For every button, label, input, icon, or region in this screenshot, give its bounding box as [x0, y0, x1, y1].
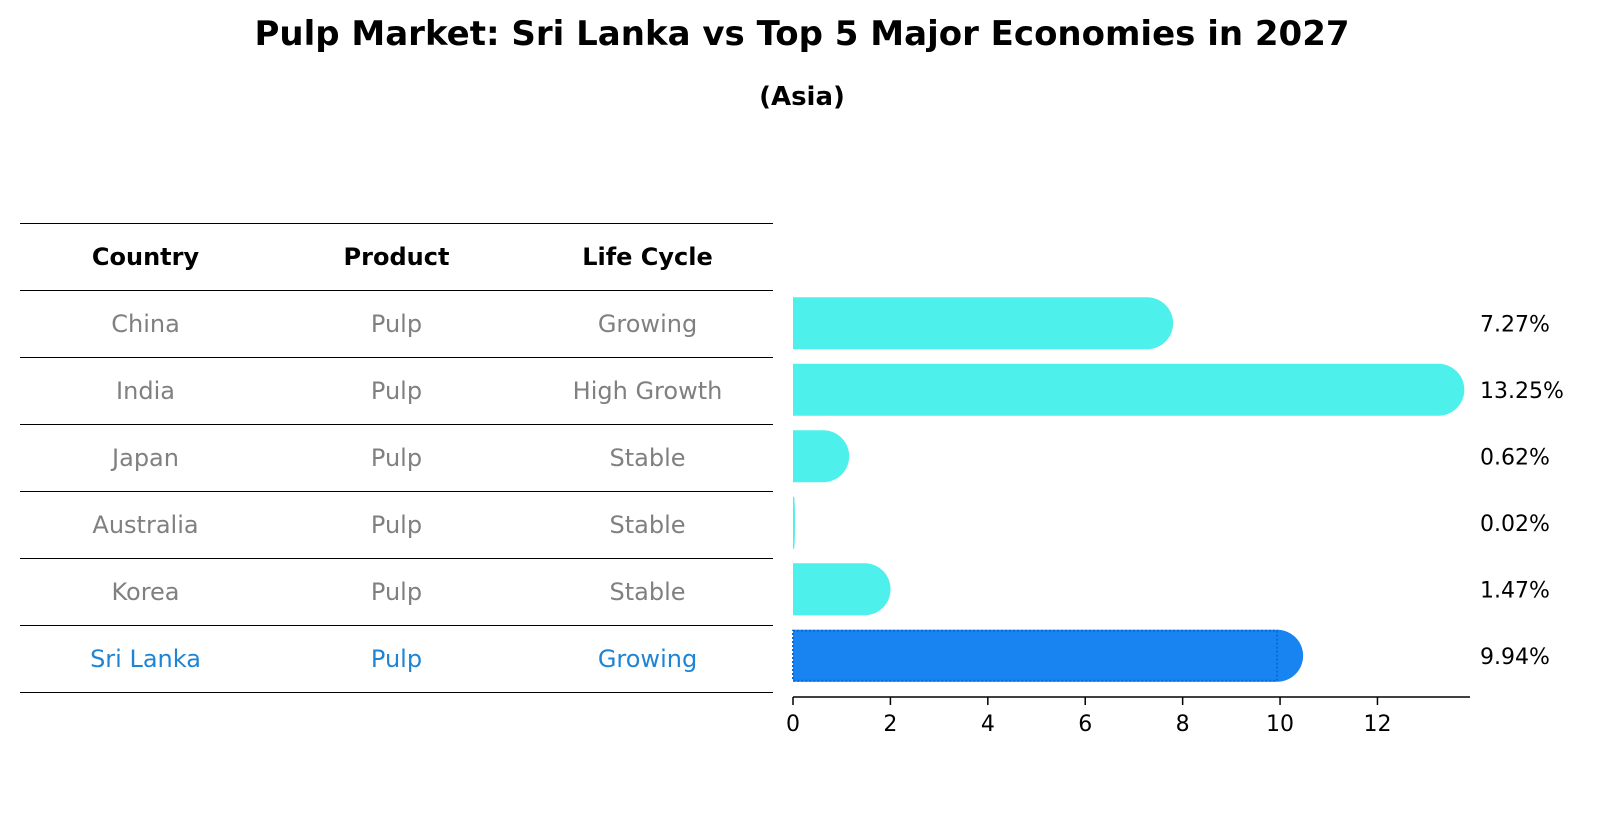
- life-cycle-cell: Growing: [597, 310, 698, 338]
- product-cell: Pulp: [370, 444, 423, 472]
- value-label: 0.62%: [1480, 445, 1550, 470]
- table-row: India Pulp High Growth: [20, 358, 773, 425]
- table-row: Australia Pulp Stable: [20, 492, 773, 559]
- table-row: China Pulp Growing: [20, 291, 773, 358]
- table-header-row: Country Product Life Cycle: [20, 223, 773, 291]
- x-tick-label: 0: [786, 712, 800, 737]
- value-label: 7.27%: [1480, 312, 1550, 337]
- country-cell: Australia: [92, 511, 199, 539]
- country-cell: China: [111, 310, 180, 338]
- value-label: 13.25%: [1480, 379, 1564, 404]
- bar-australia: [793, 496, 795, 549]
- bar-sri-lanka: [793, 629, 1304, 682]
- product-cell: Pulp: [370, 377, 423, 405]
- product-cell: Pulp: [370, 511, 423, 539]
- product-cell: Pulp: [370, 310, 423, 338]
- life-cycle-cell: Stable: [609, 444, 686, 472]
- bar-korea: [793, 563, 891, 616]
- chart-title: Pulp Market: Sri Lanka vs Top 5 Major Ec…: [254, 14, 1350, 54]
- bar-china: [793, 297, 1174, 350]
- value-label: 1.47%: [1480, 578, 1550, 603]
- bar-india: [793, 363, 1465, 416]
- product-cell: Pulp: [370, 645, 423, 673]
- column-header-life-cycle: Life Cycle: [582, 243, 713, 271]
- bar-highlight-outline: [792, 629, 1279, 682]
- life-cycle-cell: Stable: [609, 578, 686, 606]
- table-row: Sri Lanka Pulp Growing: [20, 626, 773, 693]
- value-label: 9.94%: [1480, 645, 1550, 670]
- life-cycle-cell: Stable: [609, 511, 686, 539]
- life-cycle-cell: Growing: [597, 645, 698, 673]
- chart-subtitle: (Asia): [759, 82, 845, 112]
- country-cell: India: [116, 377, 175, 405]
- data-table: Country Product Life Cycle China Pulp Grow…: [20, 223, 773, 693]
- product-cell: Pulp: [370, 578, 423, 606]
- table-row: Japan Pulp Stable: [20, 425, 773, 492]
- life-cycle-cell: High Growth: [572, 377, 723, 405]
- bar-japan: [793, 430, 850, 483]
- column-header-product: Product: [343, 243, 450, 271]
- table-row: Korea Pulp Stable: [20, 559, 773, 626]
- x-tick-label: 4: [981, 712, 995, 737]
- country-cell: Sri Lanka: [90, 645, 201, 673]
- x-tick-label: 12: [1363, 712, 1391, 737]
- column-header-country: Country: [91, 243, 200, 271]
- x-tick-label: 10: [1266, 712, 1294, 737]
- x-tick-label: 2: [883, 712, 897, 737]
- country-cell: Japan: [112, 444, 179, 472]
- x-tick-label: 8: [1176, 712, 1190, 737]
- value-label: 0.02%: [1480, 512, 1550, 537]
- country-cell: Korea: [111, 578, 180, 606]
- x-tick-label: 6: [1078, 712, 1092, 737]
